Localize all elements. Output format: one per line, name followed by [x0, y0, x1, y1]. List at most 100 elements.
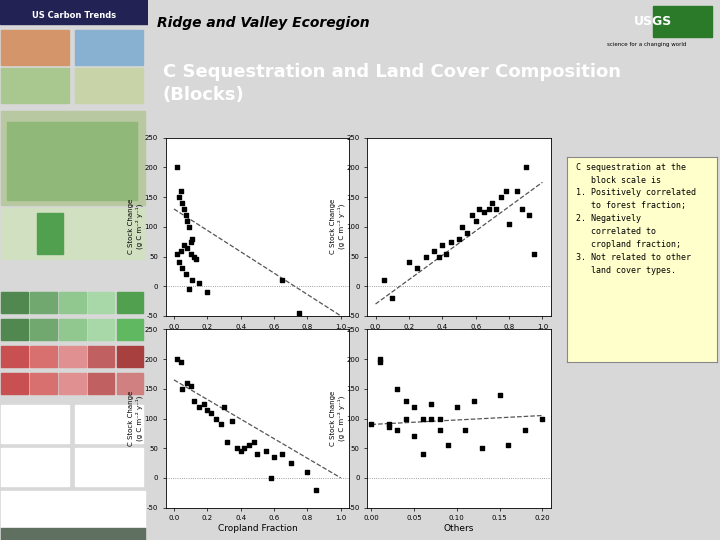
Bar [76, 30, 143, 65]
Bar [59, 319, 86, 340]
Point [260, 447, 271, 456]
Point [500, 187, 511, 195]
Bar [1, 68, 69, 103]
Point [495, 193, 506, 201]
Point [174, 258, 185, 267]
Point [265, 474, 276, 482]
Point [232, 444, 243, 453]
Point [179, 205, 190, 213]
Bar [88, 346, 114, 367]
Point [188, 252, 199, 261]
Point [185, 237, 197, 246]
Bar [59, 346, 86, 367]
Point [198, 400, 210, 408]
Point [176, 199, 188, 207]
Point [186, 234, 198, 243]
Point [181, 243, 193, 252]
Point [183, 285, 194, 294]
Point [227, 417, 238, 426]
Bar [653, 6, 712, 37]
Point [302, 468, 313, 476]
Bar [37, 213, 63, 254]
Point [434, 414, 446, 423]
Point [426, 400, 437, 408]
Point [366, 420, 377, 429]
Point [400, 396, 411, 405]
Point [473, 205, 485, 213]
Bar [30, 292, 57, 313]
Point [408, 402, 420, 411]
Point [392, 426, 403, 435]
Point [174, 193, 185, 201]
Bar [1, 373, 28, 394]
Point [269, 453, 280, 461]
Bar [1, 405, 69, 443]
Point [374, 357, 386, 366]
Point [248, 438, 260, 447]
Text: C Sequestration and Land Cover Composition
(Blocks): C Sequestration and Land Cover Compositi… [163, 64, 621, 104]
Point [179, 240, 190, 249]
Point [180, 270, 192, 279]
Bar [1, 528, 145, 540]
Point [478, 207, 490, 216]
Bar [30, 373, 57, 394]
Point [451, 402, 463, 411]
Point [428, 246, 440, 255]
Bar [59, 373, 86, 394]
Bar [30, 319, 57, 340]
Text: Ridge and Valley Ecoregion: Ridge and Valley Ecoregion [157, 16, 369, 30]
Point [222, 438, 233, 447]
Bar [1, 319, 28, 340]
Y-axis label: C Stock Change
(g C m⁻² y⁻¹): C Stock Change (g C m⁻² y⁻¹) [128, 199, 143, 254]
Point [420, 252, 431, 261]
Point [456, 222, 468, 231]
Point [176, 384, 188, 393]
Point [454, 234, 465, 243]
Point [193, 402, 204, 411]
Point [433, 252, 445, 261]
Point [434, 426, 446, 435]
Point [193, 279, 204, 287]
Point [210, 414, 222, 423]
Point [426, 414, 437, 423]
X-axis label: Cropland Fraction: Cropland Fraction [217, 524, 297, 533]
Bar [117, 292, 143, 313]
Bar [1, 208, 145, 259]
Bar [59, 292, 86, 313]
Point [202, 405, 213, 414]
Point [468, 396, 480, 405]
X-axis label: Urban Fraction: Urban Fraction [224, 332, 291, 341]
Point [494, 390, 505, 399]
Bar [1, 491, 145, 526]
Bar [0, 0, 148, 24]
Bar [1, 346, 28, 367]
Point [374, 355, 386, 363]
Point [183, 222, 194, 231]
Bar [1, 448, 69, 486]
Point [176, 264, 188, 273]
Point [181, 379, 193, 387]
Point [181, 217, 193, 225]
Bar [1, 30, 69, 65]
Point [238, 444, 250, 453]
Point [186, 276, 198, 285]
Point [528, 249, 540, 258]
Bar [1, 292, 28, 313]
Point [383, 420, 395, 429]
X-axis label: Others: Others [444, 524, 474, 533]
Point [175, 246, 186, 255]
Point [470, 217, 482, 225]
Point [171, 355, 183, 363]
Point [483, 205, 495, 213]
Bar [76, 448, 143, 486]
Point [285, 458, 297, 467]
Point [459, 426, 471, 435]
Point [378, 276, 390, 285]
Y-axis label: C Stock Change
(g C m⁻² y⁻¹): C Stock Change (g C m⁻² y⁻¹) [128, 391, 143, 446]
Point [487, 199, 498, 207]
Point [403, 258, 415, 267]
Y-axis label: C Stock Change
(g C m⁻² y⁻¹): C Stock Change (g C m⁻² y⁻¹) [330, 391, 345, 446]
Point [276, 276, 288, 285]
Point [188, 396, 199, 405]
Bar [1, 111, 145, 205]
